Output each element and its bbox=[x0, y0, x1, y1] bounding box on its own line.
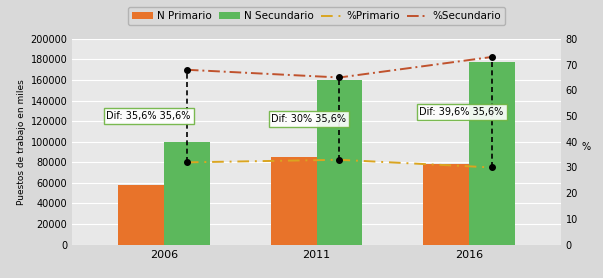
Bar bbox=[423, 164, 469, 245]
Y-axis label: Puestos de trabajo en miles: Puestos de trabajo en miles bbox=[17, 79, 27, 205]
Text: Dif: 30% 35,6%: Dif: 30% 35,6% bbox=[271, 114, 347, 124]
Legend: N Primario, N Secundario, %Primario, %Secundario: N Primario, N Secundario, %Primario, %Se… bbox=[128, 7, 505, 25]
Bar bbox=[118, 185, 164, 245]
Bar bbox=[469, 61, 515, 245]
Text: Dif: 35,6% 35,6%: Dif: 35,6% 35,6% bbox=[107, 111, 191, 121]
Bar bbox=[164, 142, 210, 245]
Text: Dif: 39,6% 35,6%: Dif: 39,6% 35,6% bbox=[420, 107, 504, 117]
Y-axis label: %: % bbox=[582, 142, 591, 152]
Bar bbox=[271, 157, 317, 245]
Bar bbox=[317, 80, 362, 245]
